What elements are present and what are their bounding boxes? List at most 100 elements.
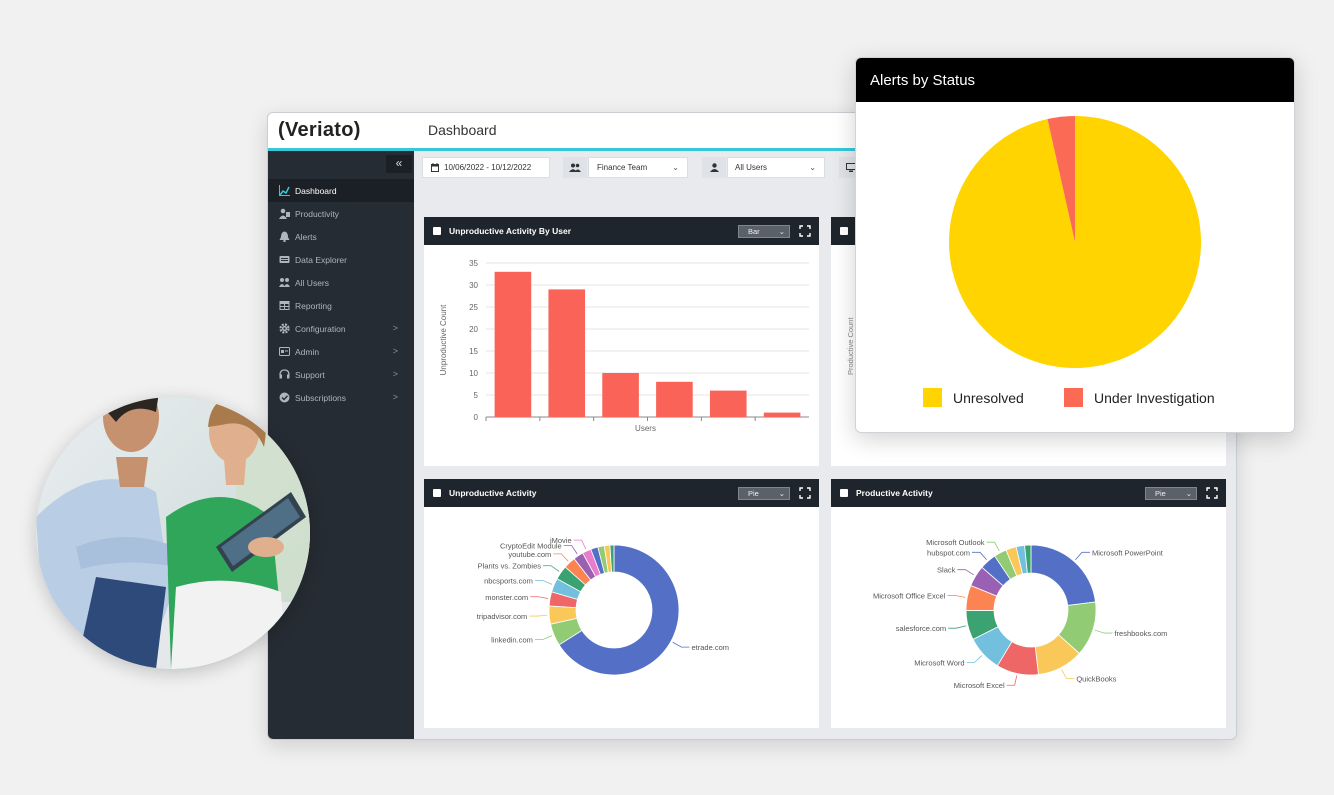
legend-item-under-investigation: Under Investigation bbox=[1064, 388, 1215, 407]
productive-donut-chart: Microsoft PowerPoint freshbooks.com QuickB… bbox=[873, 538, 1167, 690]
expand-icon[interactable] bbox=[799, 225, 811, 237]
pie-slice[interactable] bbox=[949, 116, 1201, 369]
unproductive-activity-panel: Unproductive Activity Pie ⌄ etrade.com lin… bbox=[424, 479, 819, 728]
chart-type-value: Pie bbox=[1155, 489, 1166, 498]
team-filter-icon-box bbox=[563, 157, 587, 178]
team-icon bbox=[569, 163, 581, 172]
user-icon bbox=[709, 163, 719, 172]
date-range-value: 10/06/2022 - 10/12/2022 bbox=[444, 163, 532, 172]
bar[interactable] bbox=[548, 289, 586, 417]
sidebar-item-reporting[interactable]: Reporting bbox=[268, 294, 414, 317]
legend-label: Under Investigation bbox=[1094, 389, 1215, 406]
y-tick-label: 20 bbox=[469, 325, 478, 334]
bar[interactable] bbox=[709, 390, 747, 417]
bell-icon bbox=[279, 231, 290, 242]
label-leader-line bbox=[534, 580, 553, 585]
panel-checkbox[interactable] bbox=[433, 227, 441, 235]
label-leader-line bbox=[543, 565, 560, 572]
chart-type-select[interactable]: Pie ⌄ bbox=[1145, 487, 1197, 500]
label-leader-line bbox=[672, 641, 690, 648]
y-tick-label: 10 bbox=[469, 369, 478, 378]
users-icon bbox=[279, 208, 290, 219]
label-leader-line bbox=[553, 553, 569, 562]
label-leader-line bbox=[1006, 675, 1018, 686]
sidebar-item-label: Reporting bbox=[295, 300, 332, 311]
users-filter-icon-box bbox=[702, 157, 726, 178]
chevron-right-icon: > bbox=[392, 323, 398, 333]
chevron-right-icon: > bbox=[392, 369, 398, 379]
slice-label: Microsoft Excel bbox=[954, 681, 1005, 690]
bar[interactable] bbox=[763, 412, 801, 417]
expand-icon[interactable] bbox=[1206, 487, 1218, 499]
sidebar-item-data-explorer[interactable]: Data Explorer bbox=[268, 248, 414, 271]
y-tick-label: 30 bbox=[469, 281, 478, 290]
slice-label: Microsoft Office Excel bbox=[873, 592, 946, 601]
sidebar-item-support[interactable]: Support > bbox=[268, 363, 414, 386]
sidebar-item-dashboard[interactable]: Dashboard bbox=[268, 179, 414, 202]
unproductive-by-user-panel: Unproductive Activity By User Bar ⌄ 0 5 10 1… bbox=[424, 217, 819, 466]
chart-type-select[interactable]: Bar ⌄ bbox=[738, 225, 790, 238]
chevron-down-icon: ⌄ bbox=[672, 163, 679, 172]
sidebar-item-subscriptions[interactable]: Subscriptions > bbox=[268, 386, 414, 409]
sidebar-item-alerts[interactable]: Alerts bbox=[268, 225, 414, 248]
slice-label: Microsoft Outlook bbox=[926, 538, 985, 547]
expand-icon[interactable] bbox=[799, 487, 811, 499]
slice-label: Microsoft Word bbox=[914, 658, 964, 667]
support-icon bbox=[279, 369, 290, 379]
label-leader-line bbox=[1075, 551, 1090, 561]
chevron-down-icon: ⌄ bbox=[778, 489, 785, 498]
label-leader-line bbox=[529, 614, 548, 617]
slice-label: linkedin.com bbox=[491, 635, 533, 644]
sidebar-item-label: Productivity bbox=[295, 208, 339, 219]
people-illustration bbox=[36, 397, 310, 669]
team-select[interactable]: Finance Team ⌄ bbox=[588, 157, 688, 178]
panel-checkbox[interactable] bbox=[840, 489, 848, 497]
label-leader-line bbox=[972, 551, 987, 561]
pie-slice[interactable] bbox=[1024, 544, 1032, 574]
panel-header: Unproductive Activity By User Bar ⌄ bbox=[424, 217, 819, 245]
pie-slice[interactable] bbox=[1030, 544, 1096, 606]
chart-type-select[interactable]: Pie ⌄ bbox=[738, 487, 790, 500]
chart-type-value: Bar bbox=[748, 227, 760, 236]
panel-title: Unproductive Activity bbox=[449, 488, 537, 498]
sidebar-item-label: Dashboard bbox=[295, 185, 337, 196]
sidebar-item-admin[interactable]: Admin > bbox=[268, 340, 414, 363]
sidebar-nav: Dashboard Productivity Alerts Data Explorer… bbox=[268, 179, 414, 409]
label-leader-line bbox=[948, 625, 966, 629]
bar[interactable] bbox=[494, 271, 532, 417]
alerts-pie-chart bbox=[949, 116, 1201, 369]
y-axis-label: Productive Count bbox=[846, 317, 855, 375]
gear-icon bbox=[279, 323, 290, 334]
y-tick-label: 15 bbox=[469, 347, 478, 356]
date-range-picker[interactable]: 10/06/2022 - 10/12/2022 bbox=[422, 157, 550, 178]
label-leader-line bbox=[947, 595, 966, 598]
chevron-right-icon: > bbox=[392, 346, 398, 356]
sidebar-item-productivity[interactable]: Productivity bbox=[268, 202, 414, 225]
bar[interactable] bbox=[602, 373, 639, 417]
pie-slice[interactable] bbox=[558, 544, 680, 676]
sidebar: « Dashboard Productivity Alerts Data Explor… bbox=[268, 151, 414, 739]
user-group-icon bbox=[279, 278, 290, 287]
panel-checkbox[interactable] bbox=[433, 489, 441, 497]
panel-checkbox[interactable] bbox=[840, 227, 848, 235]
collapse-sidebar-button[interactable]: « bbox=[386, 155, 412, 173]
chart-type-value: Pie bbox=[748, 489, 759, 498]
sidebar-item-configuration[interactable]: Configuration > bbox=[268, 317, 414, 340]
y-tick-label: 25 bbox=[469, 303, 478, 312]
bar[interactable] bbox=[656, 381, 693, 417]
label-leader-line bbox=[966, 655, 983, 663]
users-select[interactable]: All Users ⌄ bbox=[727, 157, 825, 178]
sidebar-item-label: All Users bbox=[295, 277, 330, 288]
slice-label: freshbooks.com bbox=[1114, 629, 1167, 638]
pie-slice[interactable] bbox=[1047, 116, 1075, 242]
slice-label: nbcsports.com bbox=[484, 577, 533, 586]
logo: (Veriato) bbox=[278, 119, 361, 141]
panel-title: Unproductive Activity By User bbox=[449, 226, 572, 236]
pie-slice[interactable] bbox=[609, 544, 615, 573]
sidebar-item-label: Subscriptions bbox=[295, 392, 347, 403]
slice-label: hubspot.com bbox=[927, 548, 970, 557]
label-leader-line bbox=[986, 541, 1000, 552]
sidebar-item-label: Data Explorer bbox=[295, 254, 347, 265]
sidebar-item-all-users[interactable]: All Users bbox=[268, 271, 414, 294]
partial-chart: Productive Count bbox=[846, 317, 855, 375]
